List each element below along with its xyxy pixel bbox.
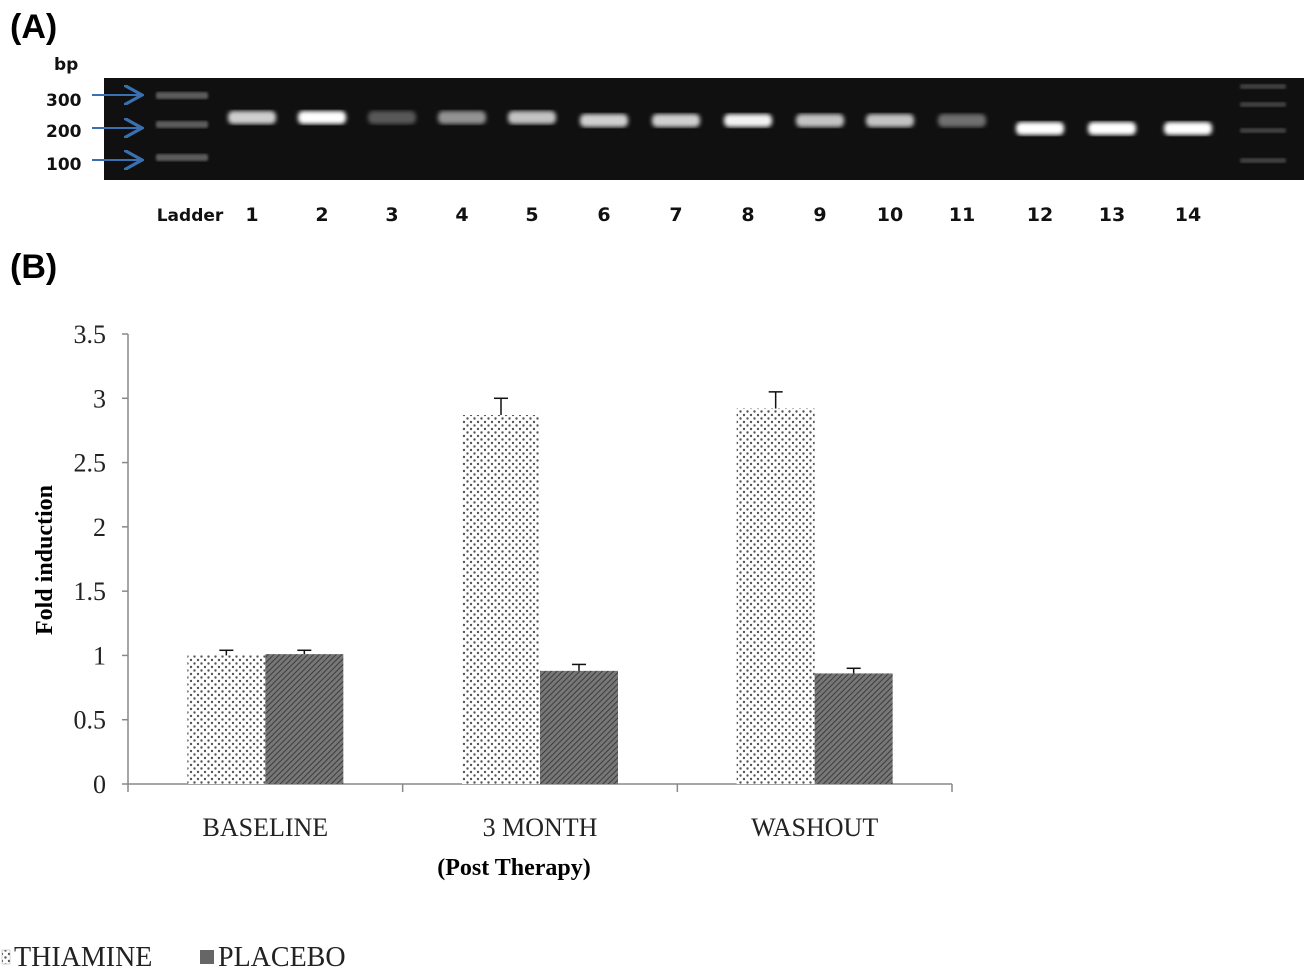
gel-ladder-band — [1240, 158, 1286, 163]
panel-b-label: (B) — [10, 248, 58, 286]
y-tick-label: 3 — [93, 384, 106, 413]
y-tick-label: 1.5 — [74, 577, 107, 606]
gel-lane-label: 14 — [1175, 204, 1201, 226]
gel-sample-band — [508, 111, 556, 124]
ladder-mark-100: 100 — [46, 155, 82, 175]
gel-sample-band — [796, 114, 844, 127]
gel-sample-band — [438, 111, 486, 124]
gel-lane-label: 7 — [669, 204, 682, 226]
x-tick-label: 3 MONTH — [483, 813, 598, 842]
gel-sample-band — [1016, 122, 1064, 135]
gel-lane-label: 12 — [1027, 204, 1053, 226]
y-tick-label: 3.5 — [74, 320, 107, 349]
x-tick-label: WASHOUT — [751, 813, 878, 842]
gel-lane-label: 8 — [741, 204, 754, 226]
y-tick-label: 2 — [93, 513, 106, 542]
gel-ladder-band — [156, 121, 208, 128]
chart-ticks: 0 0.5 1 1.5 2 2.5 3 3.5 BASELINE 3 MONTH WASHOUT — [74, 320, 953, 842]
bar-thiamine — [736, 408, 815, 784]
gel-sample-band — [1164, 122, 1212, 135]
bar-thiamine — [187, 655, 266, 784]
bp-unit-label: bp — [54, 55, 78, 75]
legend-label-placebo: PLACEBO — [218, 942, 346, 970]
legend-swatch-placebo — [200, 950, 214, 964]
gel-image: bp 300 200 100 Ladder 1 2 3 4 5 6 7 8 9 10 11 12 13 14 — [46, 55, 1304, 226]
x-axis-sublabel: (Post Therapy) — [437, 855, 591, 881]
gel-ladder-band — [1240, 84, 1286, 89]
ladder-mark-200: 200 — [46, 122, 82, 142]
gel-sample-band — [866, 114, 914, 127]
gel-ladder-band — [156, 154, 208, 161]
bar-placebo — [814, 673, 893, 784]
bar-placebo — [540, 670, 618, 784]
gel-lane-label: Ladder — [157, 206, 224, 226]
y-tick-label: 2.5 — [74, 449, 107, 478]
gel-ladder-band — [1240, 102, 1286, 107]
y-tick-label: 0.5 — [74, 706, 107, 735]
bar-thiamine — [462, 415, 540, 784]
gel-sample-band — [580, 114, 628, 127]
gel-sample-band — [652, 114, 700, 127]
gel-lane-label: 9 — [813, 204, 826, 226]
gel-lane-label: 6 — [597, 204, 610, 226]
gel-lane-label: 13 — [1099, 204, 1125, 226]
y-axis-label: Fold induction — [32, 485, 58, 635]
gel-lane-labels: Ladder 1 2 3 4 5 6 7 8 9 10 11 12 13 14 — [157, 204, 1202, 226]
gel-sample-band — [724, 114, 772, 127]
legend-label-thiamine: THIAMINE — [14, 942, 152, 970]
gel-lane-label: 5 — [525, 204, 538, 226]
bar-placebo — [265, 654, 344, 784]
gel-sample-band — [298, 111, 346, 124]
gel-lane-label: 2 — [315, 204, 328, 226]
chart-bars — [187, 391, 893, 784]
gel-sample-band — [228, 111, 276, 124]
panel-a-label: (A) — [10, 8, 58, 46]
gel-lane-label: 10 — [877, 204, 903, 226]
gel-sample-band — [938, 114, 986, 127]
gel-ladder-band — [1240, 128, 1286, 133]
legend-swatch-thiamine — [1, 949, 11, 965]
gel-lane-label: 11 — [949, 204, 975, 226]
gel-lane-label: 1 — [245, 204, 258, 226]
ladder-mark-300: 300 — [46, 91, 82, 111]
y-tick-label: 0 — [93, 770, 106, 799]
gel-sample-band — [1088, 122, 1136, 135]
gel-lane-label: 4 — [455, 204, 468, 226]
gel-sample-band — [368, 111, 416, 124]
y-tick-label: 1 — [93, 641, 106, 670]
x-tick-label: BASELINE — [202, 813, 328, 842]
gel-ladder-band — [156, 92, 208, 99]
gel-bands — [156, 84, 1286, 163]
chart-legend: THIAMINE PLACEBO — [1, 942, 346, 970]
gel-lane-label: 3 — [385, 204, 398, 226]
